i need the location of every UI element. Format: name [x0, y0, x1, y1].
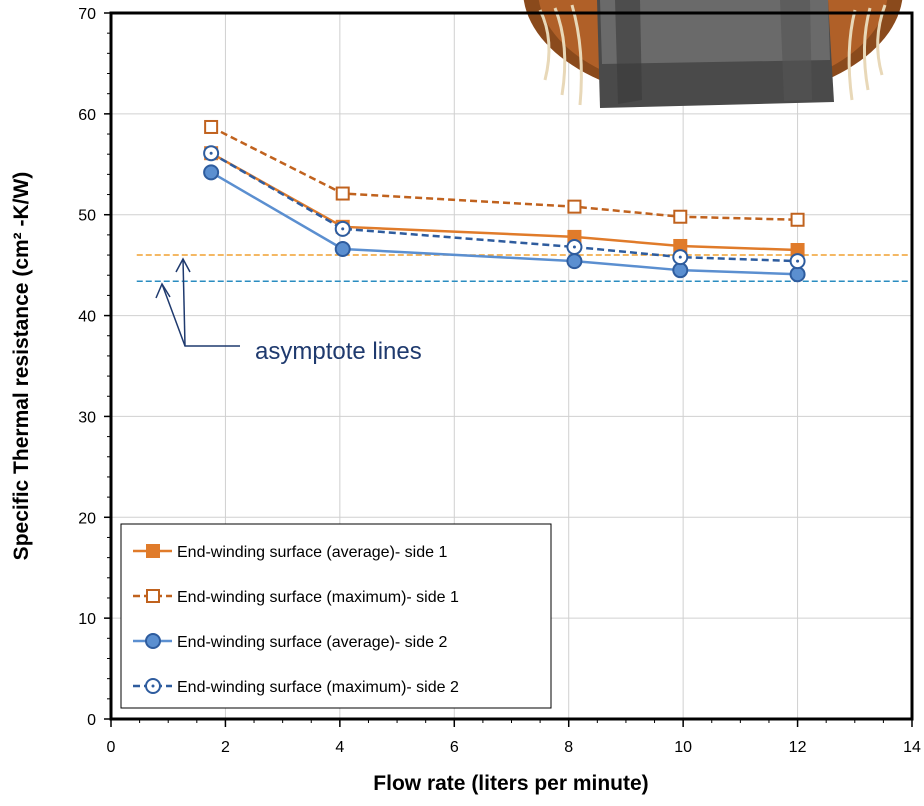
legend-label: End-winding surface (average)- side 2: [177, 634, 447, 651]
data-point: [790, 212, 805, 227]
series-line: [210, 152, 798, 263]
data-point: [566, 253, 583, 270]
data-point: [145, 633, 161, 649]
data-point: [204, 119, 219, 134]
data-point: [203, 164, 220, 181]
y-tick-label: 20: [78, 510, 96, 527]
y-tick-label: 30: [78, 409, 96, 426]
y-tick-label: 70: [78, 6, 96, 23]
data-point: [334, 241, 351, 258]
legend-label: End-winding surface (average)- side 1: [177, 544, 447, 561]
data-point-center: [209, 151, 213, 155]
data-point: [146, 589, 160, 603]
data-point-center: [572, 245, 576, 249]
x-tick-label: 12: [789, 739, 807, 756]
x-tick-label: 6: [450, 739, 459, 756]
y-tick-label: 50: [78, 208, 96, 225]
y-tick-label: 10: [78, 611, 96, 628]
data-point: [567, 199, 582, 214]
x-tick-label: 0: [107, 739, 116, 756]
annotation-arrows: [155, 257, 240, 347]
data-point: [335, 186, 350, 201]
x-tick-label: 2: [221, 739, 230, 756]
data-point-center: [678, 255, 682, 259]
y-tick-label: 0: [87, 712, 96, 729]
x-tick-label: 4: [335, 739, 344, 756]
data-point-center: [341, 227, 345, 231]
data-point: [146, 544, 160, 558]
y-tick-label: 60: [78, 107, 96, 124]
stator-photo: [523, 0, 903, 108]
x-tick-label: 14: [903, 739, 921, 756]
legend: End-winding surface (average)- side 1 End…: [120, 523, 552, 709]
data-point-center: [796, 259, 800, 263]
x-tick-label: 8: [564, 739, 573, 756]
x-tick-label: 10: [674, 739, 692, 756]
data-point: [673, 209, 688, 224]
y-axis-label: Specific Thermal resistance (cm² -K/W): [10, 172, 33, 561]
legend-label: End-winding surface (maximum)- side 2: [177, 679, 459, 696]
data-point: [672, 262, 689, 279]
legend-label: End-winding surface (maximum)- side 1: [177, 589, 459, 606]
y-tick-label: 40: [78, 309, 96, 326]
x-axis-label: Flow rate (liters per minute): [373, 772, 648, 795]
annotation-text: asymptote lines: [255, 338, 422, 365]
data-point-center: [151, 684, 155, 688]
legend-box: [120, 523, 552, 709]
data-point: [789, 266, 806, 283]
